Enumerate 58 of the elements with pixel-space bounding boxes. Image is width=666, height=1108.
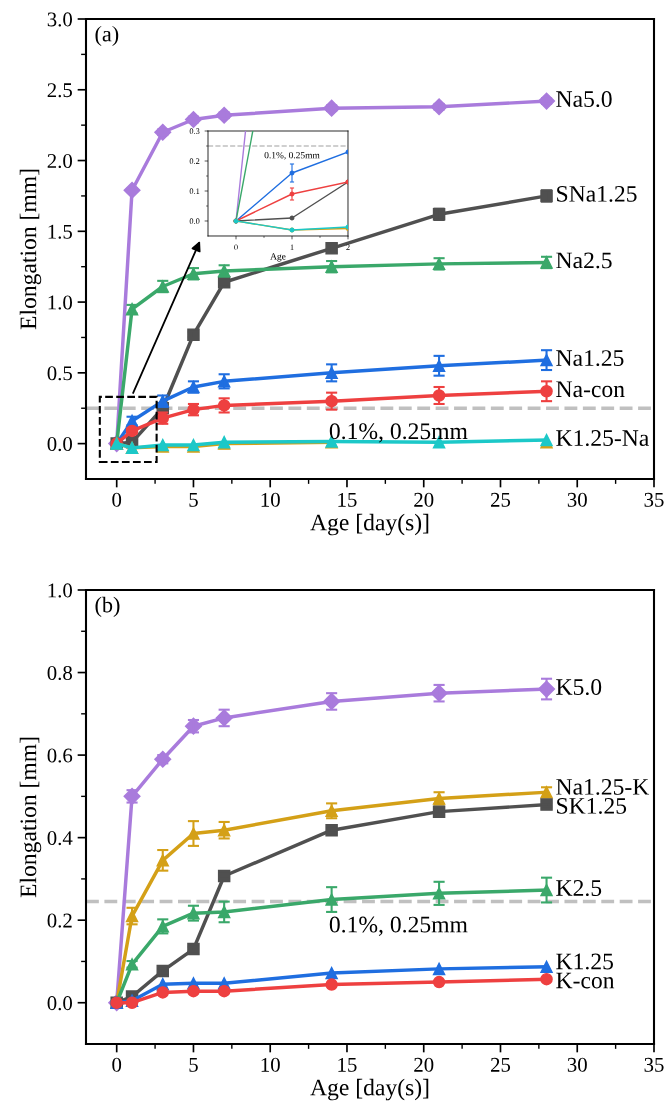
annotation: 0.1%, 0.25mm	[329, 916, 468, 936]
x-tick-label: 35	[644, 1057, 664, 1072]
series-label: Na5.0	[556, 91, 612, 108]
y-tick-label: 0.0	[47, 436, 73, 452]
annotation: 0.1%, 0.25mm	[264, 151, 320, 160]
x-tick-label: 20	[414, 1057, 434, 1072]
x-tick-label: 25	[490, 1057, 511, 1072]
x-tick-label: 15	[338, 492, 357, 507]
x-tick-label: 0	[112, 492, 122, 507]
series-label: Na2.5	[556, 252, 612, 269]
y-tick-label: 0.0	[47, 996, 73, 1011]
y-tick-label: 0.2	[47, 913, 72, 928]
series-label: K2.5	[556, 880, 602, 897]
series-label: Na1.25	[556, 350, 624, 367]
y-axis-title: Elongation [mm]	[19, 169, 42, 330]
x-axis-title: Age	[270, 253, 286, 262]
series-label: K-con	[556, 972, 615, 989]
y-tick-label: 0.1	[189, 188, 200, 195]
x-tick-label: 10	[261, 492, 280, 507]
x-tick-label: 0	[234, 244, 238, 251]
y-axis-title: Elongation [mm]	[19, 737, 42, 898]
y-tick-label: 2.5	[47, 83, 72, 98]
y-tick-label: 0.3	[189, 128, 200, 135]
x-tick-label: 20	[414, 492, 434, 507]
y-tick-label: 1.5	[48, 224, 72, 239]
y-tick-label: 0.5	[47, 366, 72, 381]
y-tick-label: 1.0	[48, 295, 73, 310]
series-label: SNa1.25	[557, 185, 637, 202]
series-label: Na-con	[556, 381, 625, 398]
y-tick-label: 0.8	[47, 665, 73, 681]
chart-title: (b)	[95, 596, 120, 617]
x-tick-label: 30	[567, 1057, 587, 1072]
annotation: 0.1%, 0.25mm	[329, 423, 468, 443]
y-tick-label: 3.0	[47, 12, 73, 27]
y-tick-label: 0.0	[189, 218, 200, 225]
x-axis-title: Age [day(s)]	[310, 513, 429, 536]
series-label: K1.25	[556, 953, 613, 970]
x-tick-label: 0	[112, 1057, 122, 1072]
x-tick-label: 30	[567, 492, 587, 507]
y-tick-label: 0.4	[47, 831, 73, 846]
x-tick-label: 1	[290, 244, 294, 250]
x-tick-label: 35	[644, 492, 664, 507]
x-axis-title: Age [day(s)]	[310, 1078, 429, 1101]
x-tick-label: 5	[189, 493, 198, 507]
y-tick-label: 2.0	[47, 153, 73, 169]
x-tick-label: 5	[189, 1058, 198, 1072]
series-label: K1.25-Na	[556, 430, 649, 447]
chart-title: (a)	[95, 25, 119, 47]
y-tick-label: 1.0	[48, 583, 73, 598]
y-tick-label: 0.6	[47, 748, 73, 763]
x-tick-label: 2	[346, 244, 350, 250]
series-label: Na1.25-K	[556, 778, 650, 795]
series-label: SK1.25	[557, 797, 627, 814]
series-label: K5.0	[556, 679, 602, 696]
y-tick-label: 0.2	[189, 158, 200, 165]
x-tick-label: 25	[490, 492, 511, 507]
x-tick-label: 10	[261, 1057, 280, 1072]
x-tick-label: 15	[338, 1057, 357, 1072]
